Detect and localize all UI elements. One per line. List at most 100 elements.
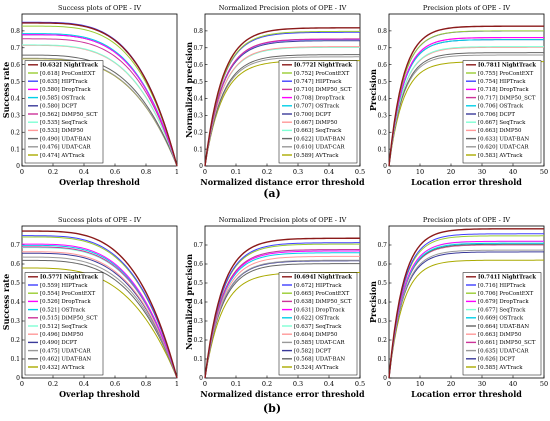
x-tick-label: 0.1 [231,380,241,388]
y-axis-label: Success rate [1,62,11,118]
y-tick-label: 0.8 [377,28,387,35]
y-tick-label: 0.8 [10,28,20,35]
legend-entry: [0.582] DCPT [294,348,331,354]
legend-entry: [0.755] ProContEXT [478,71,534,77]
x-tick-label: 0.8 [141,168,151,176]
y-tick-label: 0.2 [377,337,387,344]
x-tick-label: 0 [203,168,207,176]
series-line [22,243,178,379]
legend-entry: [0.526] DropTrack [40,299,91,305]
legend-box [462,60,542,164]
x-tick-label: 50 [540,380,548,388]
legend-box [24,60,104,164]
row-label-a: (a) [263,187,281,200]
legend-entry: [0.432] AVTrack [40,365,85,371]
series-line [204,38,360,167]
series-line [22,235,178,379]
x-tick-label: 0.6 [110,380,120,388]
legend-entry: [0.476] UDAT-CAR [40,145,92,151]
series-line [204,46,360,167]
legend-entry: [0.672] HIPTrack [294,283,342,289]
legend-entry: [0.707] OSTrack [294,104,340,110]
series-line [22,22,178,167]
y-tick-label: 0.1 [10,356,20,363]
series-line [388,240,544,379]
x-tick-label: 40 [509,168,517,176]
y-tick-label: 0 [199,163,203,170]
y-tick-label: 0.5 [377,280,387,287]
chart-2: Normalized Precision plots of OPE - IV0 0… [184,4,365,187]
y-tick-label: 0.4 [10,299,20,306]
legend-entry: [0.637] SeqTrack [294,324,342,330]
legend-entry: [0.585] OSTrack [40,95,86,101]
y-tick-label: 0.7 [377,242,387,249]
x-tick-label: 0.3 [293,380,303,388]
y-tick-label: 0.5 [193,280,203,287]
series-line [388,25,544,167]
plot-area [388,13,545,167]
x-tick-label: 20 [447,168,455,176]
series-line [22,38,178,167]
y-axis-label: Success rate [1,274,11,330]
x-axis-label: Location error threshold [411,389,522,399]
x-tick-label: 0 [20,168,24,176]
legend-entry: [0.589] AVTrack [294,153,339,159]
legend-entry: [0.717] DiMP50_SCT [478,95,536,101]
legend-entry: [0.708] DropTrack [294,95,345,101]
legend: [0.694] NightTrack [0.672] HIPTrack [0.665… [278,272,358,376]
y-tick-label: 0.3 [377,318,387,325]
series-line [388,46,544,167]
legend-entry: [0.515] DiMP50_SCT [40,316,98,322]
x-axis-label: Normalized distance error threshold [200,177,365,187]
legend: [0.772] NightTrack [0.752] ProContEXT [0.7… [278,60,358,164]
series-line [204,56,360,167]
y-tick-label: 0.7 [193,242,203,249]
chart-title: Normalized Precision plots of OPE - IV [219,4,347,12]
legend: [0.741] NightTrack [0.716] HIPTrack [0.706… [462,272,542,376]
series-line [21,256,178,379]
legend-entry: [0.521] OSTrack [40,307,86,313]
y-tick-label: 0.6 [377,261,387,268]
legend-entry: [0.554] ProContEXT [40,291,96,297]
x-tick-label: 0.4 [324,168,334,176]
legend-entry: [0.490] DCPT [40,340,77,346]
plot-area [204,13,361,167]
y-tick-label: 0.3 [10,113,20,120]
x-tick-label: 0.1 [231,168,241,176]
legend-entry: [0.562] DiMP50_SCT [40,112,98,118]
series-line [22,230,178,379]
legend-entry: [0.706] OSTrack [478,104,524,110]
series-line [204,259,360,379]
legend-entry: [0.663] DiMP50 [478,332,522,338]
series-line [388,259,544,379]
legend-entry: [0.633] UDAT-BAN [478,136,529,142]
series-line [388,39,544,167]
series-line [204,243,360,379]
x-tick-label: 10 [416,168,424,176]
y-tick-label: 0.5 [10,79,20,86]
legend-entry: [0.585] UDAT-CAR [294,340,346,346]
legend-entry: [0.667] SeqTrack [478,120,526,126]
series-line [388,52,544,167]
legend-entry: [0.677] SeqTrack [478,307,526,313]
y-tick-label: 0.1 [377,146,387,153]
y-tick-label: 0.6 [10,261,20,268]
legend: [0.632] NightTrack [0.618] ProContEXT [0.6… [24,60,104,164]
legend-box [24,272,104,376]
chart-title: Normalized Precision plots of OPE - IV [219,216,347,224]
y-tick-label: 0.5 [193,79,203,86]
x-tick-label: 0.5 [355,168,365,176]
legend-entry: [0.490] UDAT-BAN [40,136,91,142]
legend-entry: [0.741] NightTrack [478,275,536,281]
x-tick-label: 0 [387,380,391,388]
legend-entry: [0.661] DiMP50_SCT [478,340,536,346]
y-tick-label: 0 [199,375,203,382]
y-tick-label: 0.2 [377,129,387,136]
y-axis-label: Normalized precision [184,254,194,350]
x-tick-label: 40 [509,380,517,388]
y-tick-label: 0.7 [377,45,387,52]
y-tick-label: 0.2 [10,129,20,136]
y-tick-label: 0.1 [10,146,20,153]
y-tick-label: 0 [16,163,20,170]
